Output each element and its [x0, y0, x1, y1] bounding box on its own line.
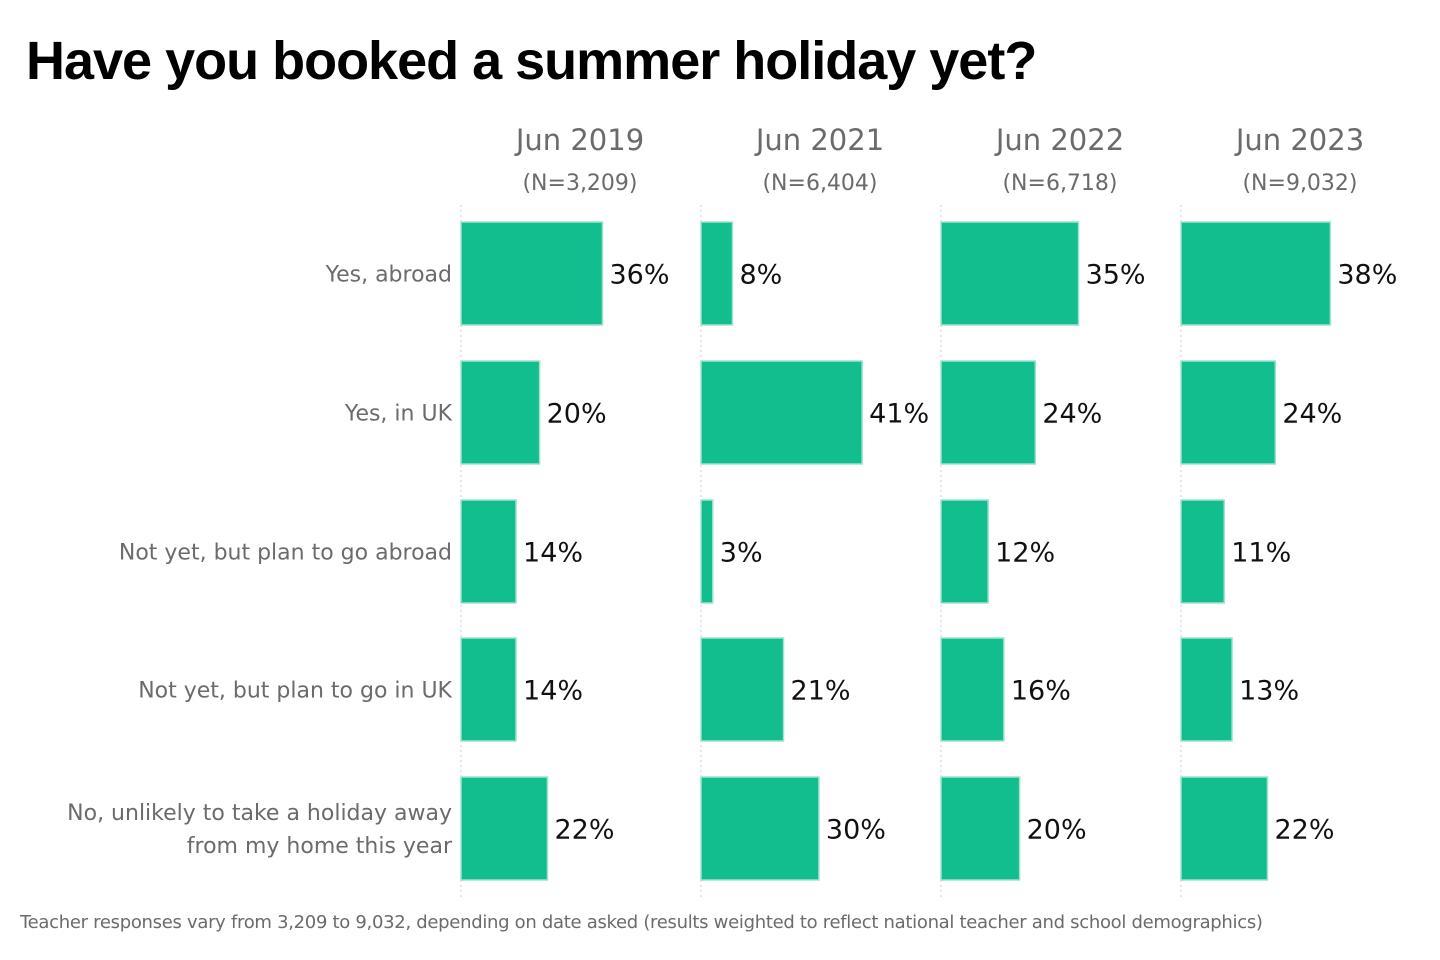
sample-size-label: (N=6,718) — [1002, 171, 1117, 196]
category-label: Yes, abroad — [325, 263, 452, 288]
bar — [700, 221, 734, 326]
value-label: 13% — [1239, 676, 1299, 707]
value-label: 20% — [547, 399, 607, 430]
sample-size-label: (N=6,404) — [762, 171, 877, 196]
value-label: 41% — [869, 399, 929, 430]
value-label: 3% — [720, 538, 763, 569]
bar — [1180, 221, 1332, 326]
value-label: 14% — [523, 676, 583, 707]
bar — [700, 499, 714, 604]
bar — [940, 499, 989, 604]
bar — [940, 776, 1021, 881]
bar — [1180, 776, 1269, 881]
sample-size-label: (N=3,209) — [522, 171, 637, 196]
category-label: Not yet, but plan to go abroad — [119, 541, 452, 566]
period-header: Jun 2022 — [994, 123, 1124, 157]
period-header: Jun 2021 — [754, 123, 884, 157]
footnote: Teacher responses vary from 3,209 to 9,0… — [20, 912, 1263, 933]
category-label: Not yet, but plan to go in UK — [138, 679, 452, 704]
value-label: 20% — [1027, 815, 1087, 846]
bar — [460, 637, 517, 742]
bar — [460, 499, 517, 604]
bar — [700, 776, 820, 881]
bar — [1180, 360, 1277, 465]
value-label: 21% — [791, 676, 851, 707]
bar — [1180, 499, 1225, 604]
period-header: Jun 2019 — [514, 123, 644, 157]
value-label: 11% — [1231, 538, 1291, 569]
value-label: 8% — [739, 260, 782, 291]
bar — [460, 360, 541, 465]
period-header: Jun 2023 — [1234, 123, 1364, 157]
bar — [700, 360, 863, 465]
bar — [700, 637, 785, 742]
sample-size-label: (N=9,032) — [1242, 171, 1357, 196]
value-label: 16% — [1011, 676, 1071, 707]
bar — [940, 360, 1037, 465]
bar — [940, 637, 1005, 742]
value-label: 22% — [1274, 815, 1334, 846]
value-label: 22% — [554, 815, 614, 846]
value-label: 35% — [1086, 260, 1146, 291]
bar — [460, 221, 604, 326]
category-label: Yes, in UK — [344, 402, 453, 427]
chart-title: Have you booked a summer holiday yet? — [26, 31, 1037, 91]
bar — [940, 221, 1080, 326]
category-label: from my home this year — [187, 834, 453, 859]
value-label: 12% — [995, 538, 1055, 569]
value-label: 30% — [826, 815, 886, 846]
bar — [460, 776, 549, 881]
value-label: 14% — [523, 538, 583, 569]
value-label: 24% — [1042, 399, 1102, 430]
value-label: 24% — [1282, 399, 1342, 430]
bar — [1180, 637, 1233, 742]
value-label: 38% — [1337, 260, 1397, 291]
category-label: No, unlikely to take a holiday away — [67, 801, 452, 826]
value-label: 36% — [610, 260, 670, 291]
